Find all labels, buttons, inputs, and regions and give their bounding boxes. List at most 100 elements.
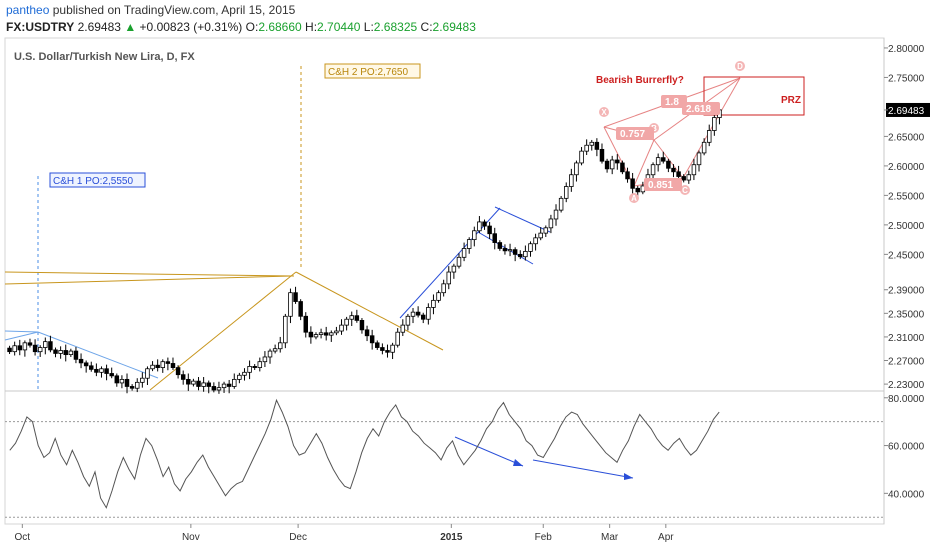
candle-body (538, 232, 543, 239)
candle-body (53, 349, 58, 354)
candle-body (482, 221, 487, 227)
candle-body (696, 152, 702, 166)
candle-body (706, 130, 712, 143)
candle-body (288, 292, 293, 317)
candle-body (140, 377, 145, 383)
candle-body (395, 331, 400, 346)
candle-body (507, 249, 513, 252)
candle-body (630, 178, 635, 189)
price-tick-label: 2.60000 (888, 162, 925, 173)
price-axis: 2.80000 2.75000 2.69483 2.65000 2.60000 2.550… (884, 44, 930, 391)
candle-body (119, 378, 125, 384)
ratio-box (661, 95, 687, 108)
candle-body (518, 253, 523, 258)
candle-body (609, 159, 615, 170)
candle-body (221, 383, 227, 389)
divergence-arrowhead-1 (513, 459, 523, 466)
candle-body (232, 378, 237, 387)
annotation-labels: C&H 1 PO:2,5550 C&H 2 PO:2,7650 Bearish Bu… (49, 61, 801, 203)
ch1-label: C&H 1 PO:2,5550 (53, 176, 133, 187)
time-tick-label: Feb (535, 532, 553, 543)
candle-body (22, 342, 28, 351)
change-arrow-icon: ▲ (124, 20, 137, 34)
candle-body (94, 368, 99, 373)
candle-body (686, 174, 692, 181)
prz-box (703, 76, 805, 116)
osc-tick-label: 60.0000 (888, 442, 925, 453)
candle-body (497, 242, 503, 249)
candle-body (681, 176, 686, 181)
candle-body (191, 380, 196, 385)
candle-body (242, 371, 247, 376)
point-label: C (682, 186, 688, 195)
close-value: 2.69483 (432, 20, 476, 34)
author-link[interactable]: pantheo (6, 3, 50, 17)
candle-body (339, 324, 344, 332)
candle-body (466, 239, 472, 249)
blue-neckline (4, 330, 39, 333)
candle-body (114, 375, 120, 384)
candle-body (211, 386, 217, 391)
chart-header: pantheo published on TradingView.com, Ap… (0, 0, 932, 38)
open-value: 2.68660 (258, 20, 302, 34)
candle-body (671, 167, 676, 173)
point-marker (629, 193, 639, 203)
candle-body (17, 345, 23, 351)
price-tick-label: 2.65000 (888, 132, 925, 143)
low-label: L: (363, 20, 374, 34)
oscillator-line (9, 398, 720, 509)
candle-body (48, 341, 53, 351)
candle-body (625, 171, 630, 180)
candle-body (655, 157, 661, 166)
candle-body (160, 361, 166, 368)
candle-body (155, 364, 160, 368)
candle-body (400, 324, 406, 333)
candle-body (206, 382, 211, 387)
divergence-arrowhead-2 (624, 473, 633, 480)
candle-body (257, 361, 263, 368)
oscillator-pane (9, 398, 720, 509)
ratio-box (644, 178, 682, 191)
candle-body (523, 251, 528, 258)
candle-body (375, 342, 380, 348)
candle-body (323, 332, 329, 336)
time-tick-label: Apr (658, 532, 674, 543)
last-price-marker (886, 102, 930, 117)
candle-body (170, 363, 176, 368)
blue-downtrend-line (37, 331, 159, 379)
price-tick-label: 2.31000 (888, 333, 925, 344)
candle-body (364, 329, 370, 337)
price-tick-label: 2.80000 (888, 44, 925, 55)
candle-body (277, 342, 283, 350)
candle-body (533, 237, 538, 245)
ch2-label: C&H 2 PO:2,7650 (328, 67, 408, 78)
price-tick-label: 2.27000 (888, 357, 925, 368)
point-label: D (737, 62, 743, 71)
prz-label: PRZ (781, 95, 801, 106)
change-value: +0.00823 (+0.31%) (139, 20, 243, 34)
candle-body (186, 378, 191, 385)
candle-body (676, 171, 681, 177)
candle-body (7, 347, 12, 353)
candle-body (492, 233, 497, 243)
candle-body (620, 162, 625, 173)
candle-body (604, 160, 610, 170)
price-tick-label: 2.45000 (888, 250, 925, 261)
candle-body (226, 383, 232, 387)
candle-body (354, 315, 360, 321)
candle-body (548, 218, 554, 229)
candle-body (252, 366, 257, 368)
candle-body (528, 243, 533, 252)
close-label: C: (420, 20, 433, 34)
candle-body (129, 386, 135, 389)
ratio-box (616, 127, 654, 140)
candle-body (43, 341, 48, 348)
candle-body (298, 301, 303, 317)
candle-body (349, 315, 354, 320)
candle-body (635, 187, 640, 193)
candle-body (12, 345, 17, 353)
candle-body (420, 314, 426, 320)
candle-body (431, 299, 436, 308)
time-tick-label: Mar (601, 532, 619, 543)
